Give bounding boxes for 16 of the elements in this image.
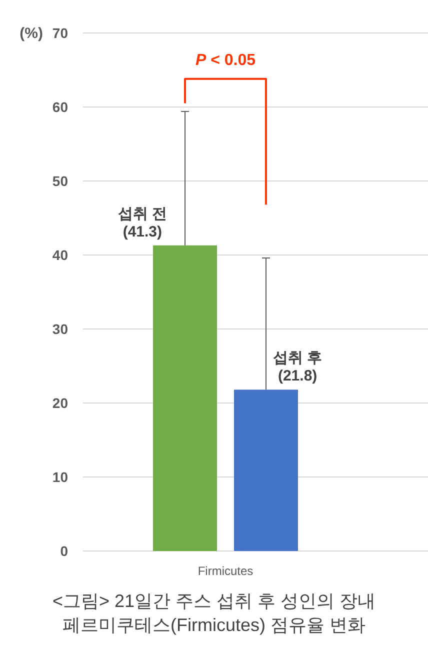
y-tick-label: 10 xyxy=(52,469,68,485)
text: <그림> 21일간 주스 섭취 후 성인의 장내 페르미쿠테스(Firmicutes) 점유율 변화 xyxy=(51,590,377,637)
y-tick-label: 60 xyxy=(52,99,68,115)
y-axis-title: (%) xyxy=(20,25,44,42)
y-tick-label: 0 xyxy=(60,543,68,559)
y-tick-label: 30 xyxy=(52,321,68,337)
data-label: (21.8) xyxy=(278,368,318,385)
y-tick-label: 50 xyxy=(52,173,68,189)
x-tick-label: Firmicutes xyxy=(198,564,254,578)
y-tick-label: 20 xyxy=(52,395,68,411)
series-label: 섭취 전 xyxy=(118,205,168,222)
y-tick-label: 70 xyxy=(52,25,68,41)
series-label: 섭취 후 xyxy=(272,350,322,367)
data-label: (41.3) xyxy=(122,223,162,240)
y-tick-label: 40 xyxy=(52,247,68,263)
annotation: P < 0.05 xyxy=(195,52,256,69)
